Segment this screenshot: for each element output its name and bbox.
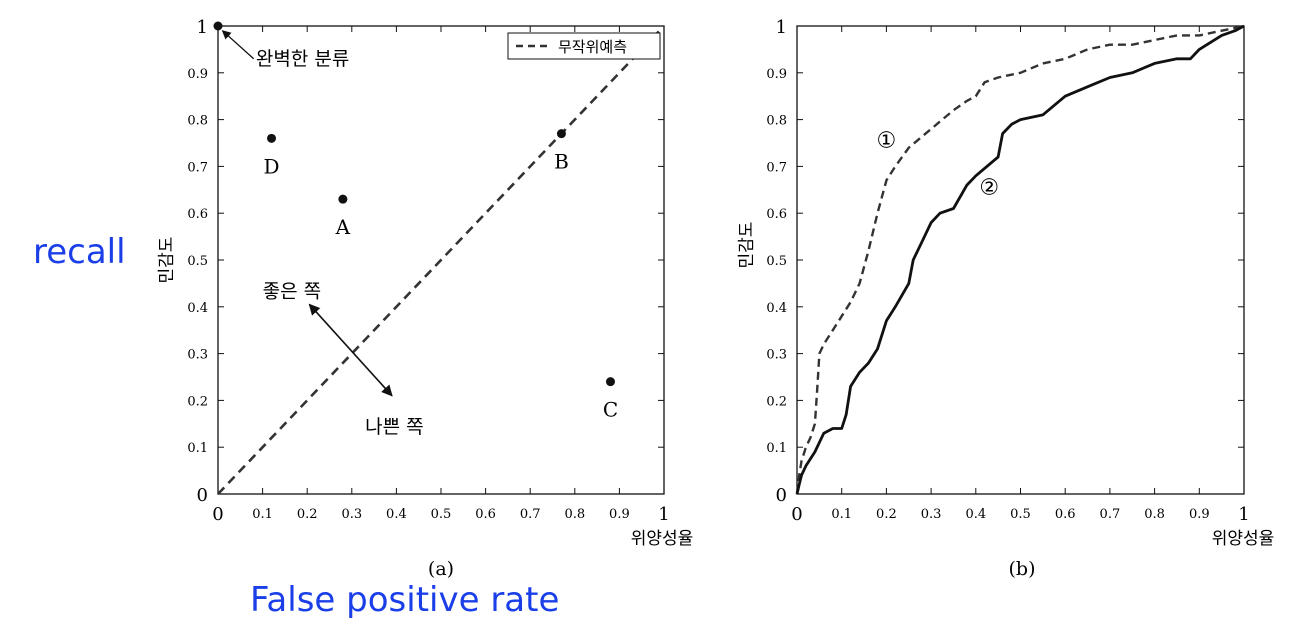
data-point-c xyxy=(605,377,615,387)
x-tick-label: 0.9 xyxy=(1189,507,1210,522)
x-axis-label: 위양성율 xyxy=(631,529,694,549)
better-worse-arrow xyxy=(308,303,393,397)
x-tick-label: 0.8 xyxy=(1144,507,1165,522)
chart-panel-a: 0 0.1 0.2 0.3 0.4 0.5 0.6 0.7 0.8 0.9 1 0 0.1 0.2 0.3 0… xyxy=(157,17,693,580)
y-tick-label: 0.1 xyxy=(766,441,787,456)
y-tick-label: 0.5 xyxy=(187,254,208,269)
y-tick-label: 0.6 xyxy=(766,207,787,222)
x-tick-label: 0.5 xyxy=(431,507,452,522)
y-tick-label: 0.7 xyxy=(187,160,208,175)
x-tick-label: 0.1 xyxy=(831,507,852,522)
worse-side-label: 나쁜 쪽 xyxy=(365,416,423,438)
false-positive-rate-annotation: False positive rate xyxy=(250,580,560,620)
y-tick-label: 0.2 xyxy=(766,394,787,409)
data-point-b xyxy=(556,129,566,139)
point-label: D xyxy=(263,154,279,178)
x-tick-label: 0.2 xyxy=(876,507,897,522)
x-tick-label: 0.1 xyxy=(252,507,273,522)
y-tick-label: 0 xyxy=(197,485,208,506)
plot-frame xyxy=(796,25,1245,495)
x-tick-label: 0.8 xyxy=(564,507,585,522)
y-tick-label: 0.3 xyxy=(766,348,787,363)
y-tick-label: 0.4 xyxy=(187,301,208,316)
x-axis-label: 위양성율 xyxy=(1212,529,1275,549)
point-label: A xyxy=(335,215,351,239)
y-tick-label: 0.6 xyxy=(187,207,208,222)
panel-caption: (a) xyxy=(428,558,454,580)
y-tick-label: 0.5 xyxy=(766,254,787,269)
y-tick-label: 0.2 xyxy=(187,394,208,409)
x-tick-label: 0.6 xyxy=(1055,507,1076,522)
x-tick-label: 0.5 xyxy=(1010,507,1031,522)
data-point-d xyxy=(267,133,277,143)
y-tick-label: 0 xyxy=(776,485,787,506)
x-tick-label: 1 xyxy=(658,504,669,525)
recall-annotation: recall xyxy=(33,232,126,272)
x-tick-label: 1 xyxy=(1238,504,1249,525)
y-tick-label: 0.1 xyxy=(187,441,208,456)
data-point-perfect xyxy=(213,21,223,31)
x-tick-label: 0 xyxy=(791,504,802,525)
point-label: C xyxy=(603,398,618,422)
x-tick-label: 0.4 xyxy=(386,507,407,522)
x-tick-label: 0.3 xyxy=(921,507,942,522)
y-tick-label: 0.8 xyxy=(766,114,787,129)
y-tick-label: 0.8 xyxy=(187,114,208,129)
y-tick-label: 1 xyxy=(197,17,208,38)
x-tick-label: 0.4 xyxy=(965,507,986,522)
x-tick-label: 0.9 xyxy=(609,507,630,522)
y-axis-label: 민감도 xyxy=(157,237,177,284)
perfect-classification-label: 완벽한 분류 xyxy=(256,48,349,70)
x-tick-label: 0 xyxy=(212,504,223,525)
random-prediction-line xyxy=(217,25,665,495)
y-tick-label: 0.9 xyxy=(766,67,787,82)
x-tick-label: 0.2 xyxy=(297,507,318,522)
y-tick-label: 0.7 xyxy=(766,160,787,175)
curve-label-2: ② xyxy=(979,175,999,200)
panel-caption: (b) xyxy=(1009,558,1036,580)
roc-curve-1 xyxy=(795,24,1245,495)
better-side-label: 좋은 쪽 xyxy=(263,280,321,302)
point-label: B xyxy=(554,150,569,174)
x-tick-label: 0.6 xyxy=(475,507,496,522)
x-tick-label: 0.7 xyxy=(1100,507,1121,522)
x-tick-label: 0.3 xyxy=(341,507,362,522)
y-axis-label: 민감도 xyxy=(737,222,757,269)
curve-label-1: ① xyxy=(877,129,897,154)
roc-curve-2 xyxy=(795,24,1245,495)
x-tick-label: 0.7 xyxy=(520,507,541,522)
y-tick-label: 0.4 xyxy=(766,301,787,316)
chart-panel-b: 0 0.1 0.2 0.3 0.4 0.5 0.6 0.7 0.8 0.9 1 0 0.1 0.2 0.3 0… xyxy=(737,17,1274,580)
y-tick-label: 0.9 xyxy=(187,67,208,82)
y-tick-label: 0.3 xyxy=(187,348,208,363)
perfect-arrow xyxy=(221,30,255,60)
data-point-a xyxy=(338,194,348,204)
y-tick-label: 1 xyxy=(776,17,787,38)
legend-entry: 무작위예측 xyxy=(558,38,627,56)
